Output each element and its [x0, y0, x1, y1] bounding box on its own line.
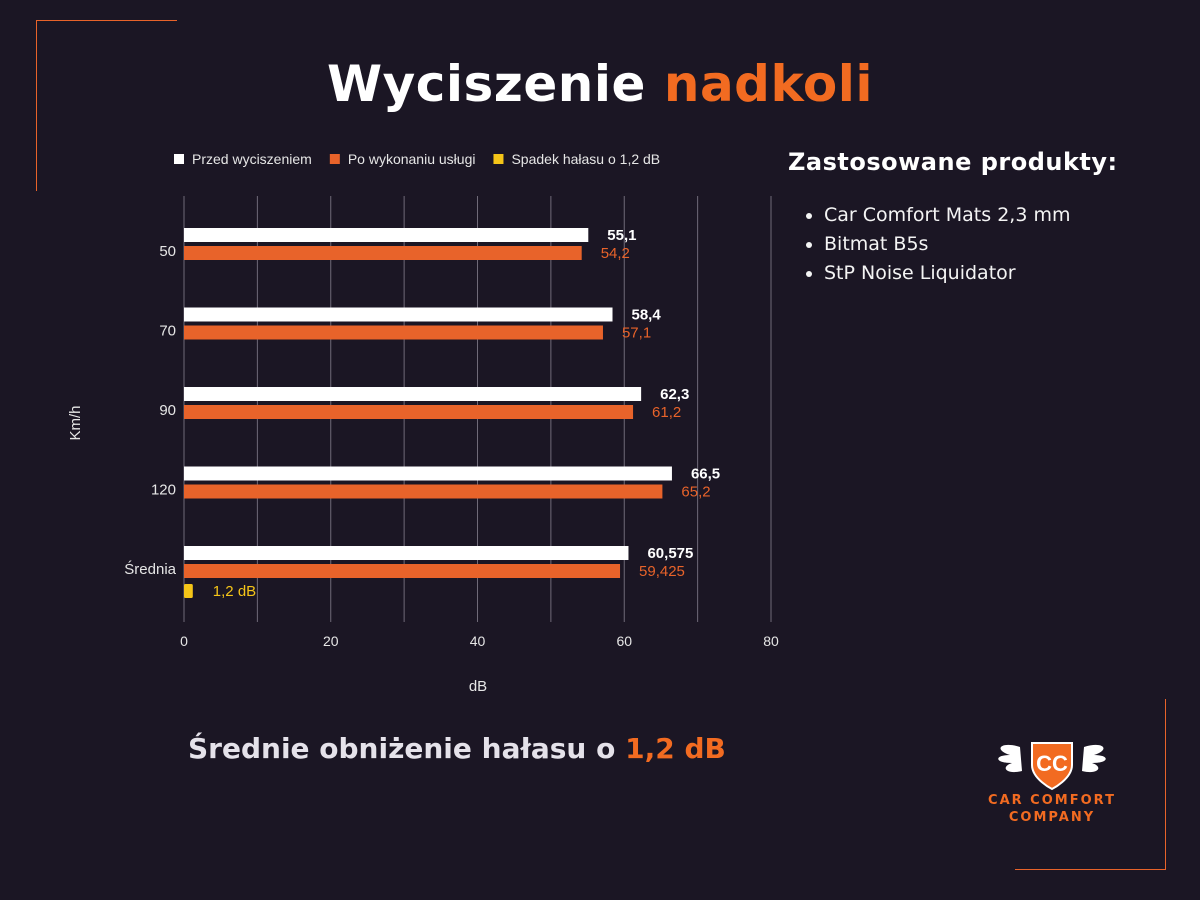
y-tick-label: 90 — [159, 402, 176, 419]
bar — [184, 546, 629, 560]
summary-value: 1,2 dB — [625, 732, 726, 765]
company-logo: CC CAR COMFORT COMPANY — [962, 735, 1142, 835]
decorative-corner-top-left — [36, 20, 177, 191]
x-tick-label: 40 — [470, 633, 486, 649]
title-part-orange: nadkoli — [663, 55, 874, 113]
y-tick-label: 70 — [159, 323, 176, 340]
data-label: 62,3 — [660, 386, 689, 403]
bar — [184, 325, 603, 340]
bar — [184, 307, 613, 322]
data-label: 59,425 — [639, 563, 685, 580]
y-tick-label: 120 — [151, 482, 176, 499]
bar-chart: 0 20 40 60 80 dB Km/h Przed wyciszeniem Po wykon… — [67, 151, 779, 695]
legend-label: Po wykonaniu usługi — [348, 151, 476, 167]
x-tick-label: 60 — [616, 633, 632, 649]
bar — [184, 228, 589, 242]
x-tick-label: 0 — [180, 633, 188, 649]
legend-swatch — [493, 154, 504, 164]
bar — [184, 564, 621, 578]
legend-swatch — [329, 154, 340, 164]
summary-text: Średnie obniżenie hałasu o 1,2 dB — [188, 732, 726, 765]
data-label: 57,1 — [622, 325, 651, 342]
page-title: Wyciszenie nadkoli — [0, 55, 1200, 113]
y-tick-label: Średnia — [124, 560, 176, 578]
data-label: 58,4 — [632, 307, 662, 324]
bar — [184, 246, 582, 260]
bar — [184, 466, 672, 481]
data-label: 60,575 — [647, 545, 693, 562]
summary-label: Średnie obniżenie hałasu o — [188, 732, 616, 765]
x-axis-label: dB — [469, 678, 487, 695]
legend-label: Spadek hałasu o 1,2 dB — [511, 151, 660, 167]
data-label: 55,1 — [607, 227, 636, 244]
data-label: 54,2 — [601, 245, 630, 262]
product-item: Car Comfort Mats 2,3 mm — [824, 201, 1118, 230]
y-tick-label: 50 — [159, 243, 176, 260]
x-tick-label: 20 — [323, 633, 339, 649]
logo-emblem-icon: CC — [998, 742, 1106, 791]
bar — [184, 387, 642, 401]
bar — [184, 584, 193, 598]
legend-label: Przed wyciszeniem — [192, 151, 312, 167]
logo-text-line2: COMPANY — [1008, 810, 1096, 825]
logo-text-line1: CAR COMFORT — [988, 793, 1116, 808]
bar — [184, 484, 663, 499]
title-part-white: Wyciszenie — [326, 55, 646, 113]
data-label: 65,2 — [681, 484, 710, 501]
decorative-corner-bottom-right — [1015, 699, 1166, 870]
products-list: Car Comfort Mats 2,3 mm Bitmat B5s StP N… — [788, 201, 1118, 288]
data-label: 66,5 — [691, 466, 720, 483]
product-item: StP Noise Liquidator — [824, 259, 1118, 288]
products-panel: Zastosowane produkty: Car Comfort Mats 2… — [788, 146, 1118, 288]
y-axis-label: Km/h — [67, 405, 84, 440]
data-label: 1,2 dB — [213, 583, 256, 600]
products-heading: Zastosowane produkty: — [788, 148, 1118, 176]
bar — [184, 405, 634, 419]
x-tick-label: 80 — [763, 633, 779, 649]
data-label: 61,2 — [652, 404, 681, 421]
legend-swatch — [174, 154, 184, 164]
logo-monogram: CC — [1036, 751, 1068, 776]
product-item: Bitmat B5s — [824, 230, 1118, 259]
